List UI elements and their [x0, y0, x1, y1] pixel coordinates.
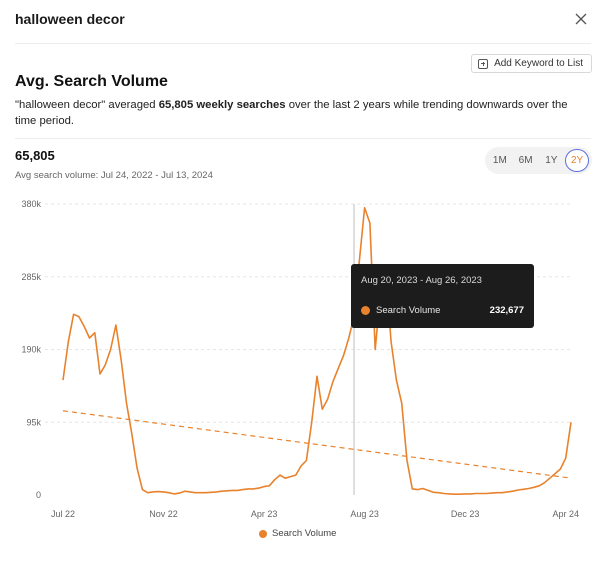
- dialog-header: halloween decor: [15, 10, 591, 44]
- summary-description: "halloween decor" averaged 65,805 weekly…: [15, 97, 590, 129]
- chart-tooltip: Aug 20, 2023 - Aug 26, 2023 Search Volum…: [351, 264, 534, 328]
- range-1m-button[interactable]: 1M: [492, 155, 507, 166]
- x-tick-label: Jul 22: [51, 509, 75, 519]
- range-6m-button[interactable]: 6M: [518, 155, 533, 166]
- y-tick-label: 285k: [21, 272, 41, 282]
- trend-line: [62, 410, 572, 479]
- chart-legend[interactable]: Search Volume: [259, 528, 336, 539]
- avg-volume-value: 65,805: [15, 148, 55, 163]
- search-volume-chart[interactable]: 0 95k 190k 285k 380k Jul 22 Nov 22 Apr 23 Aug 23…: [0, 190, 606, 520]
- legend-swatch: [259, 529, 267, 538]
- y-tick-label: 0: [36, 490, 41, 500]
- y-tick-label: 190k: [21, 345, 41, 355]
- section-title: Avg. Search Volume: [15, 73, 168, 90]
- desc-text-1: "halloween decor" averaged: [15, 99, 159, 111]
- range-2y-button[interactable]: 2Y: [565, 149, 590, 172]
- x-tick-label: Aug 23: [350, 509, 379, 519]
- x-tick-label: Apr 23: [251, 509, 278, 519]
- avg-volume-subtitle: Avg search volume: Jul 24, 2022 - Jul 13…: [15, 170, 213, 181]
- divider: [15, 138, 591, 139]
- time-range-selector: 1M 6M 1Y 2Y: [485, 147, 592, 174]
- add-keyword-button[interactable]: Add Keyword to List: [471, 54, 592, 73]
- desc-text-2: over the last 2 years while trending dow…: [15, 99, 568, 127]
- y-tick-label: 95k: [26, 417, 41, 427]
- plus-square-icon: [478, 58, 489, 69]
- legend-label: Search Volume: [272, 528, 337, 539]
- x-tick-label: Apr 24: [552, 509, 579, 519]
- tooltip-series-name: Search Volume: [376, 305, 441, 316]
- desc-highlight: 65,805 weekly searches: [158, 99, 286, 111]
- series-line-search-volume: [62, 207, 572, 495]
- range-1y-button[interactable]: 1Y: [545, 155, 558, 166]
- y-tick-label: 380k: [21, 199, 41, 209]
- tooltip-date: Aug 20, 2023 - Aug 26, 2023: [361, 275, 482, 286]
- tooltip-series-swatch: [361, 306, 370, 315]
- x-tick-label: Nov 22: [149, 509, 178, 519]
- x-tick-label: Dec 23: [451, 509, 480, 519]
- add-keyword-label: Add Keyword to List: [494, 58, 583, 69]
- tooltip-value: 232,677: [489, 305, 524, 316]
- keyword-title: halloween decor: [15, 11, 125, 27]
- close-icon[interactable]: [573, 11, 589, 27]
